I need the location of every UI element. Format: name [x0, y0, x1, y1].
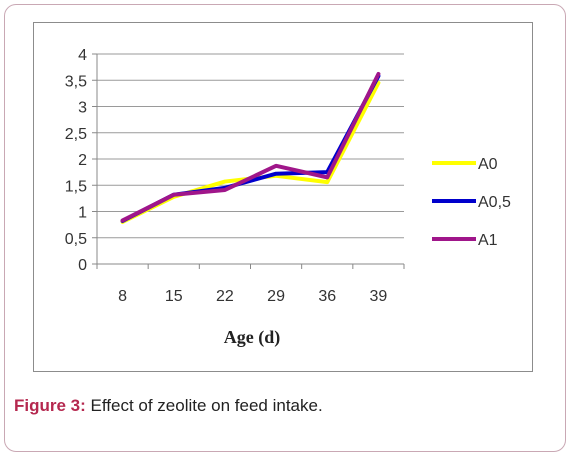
- chart-area: 0 0,5 1 1,5 2 2,5 3 3,5 4 8 15 22 29 36 39 A0 A0,5 A1 Ag…: [33, 22, 533, 372]
- x-tick-label: 22: [216, 288, 234, 305]
- legend-label: A0: [478, 156, 498, 173]
- series-line-a1: [120, 71, 381, 223]
- line-chart: 0 0,5 1 1,5 2 2,5 3 3,5 4 8 15 22 29 36 39 A0 A0,5 A1 Ag…: [65, 47, 511, 348]
- y-tick-label: 1,5: [65, 178, 87, 195]
- x-tick-label: 36: [318, 288, 336, 305]
- y-tick-label: 2,5: [65, 126, 87, 143]
- legend-label: A1: [478, 232, 498, 249]
- caption-label: Figure 3:: [14, 396, 86, 415]
- x-tick-label: 15: [165, 288, 183, 305]
- y-tick-label: 3: [78, 100, 87, 117]
- x-axis-title: Age (d): [224, 327, 281, 348]
- legend-label: A0,5: [478, 194, 511, 211]
- caption-text: Effect of zeolite on feed intake.: [85, 396, 323, 415]
- y-tick-label: 2: [78, 152, 87, 169]
- x-tick-label: 39: [370, 288, 388, 305]
- y-tick-label: 0: [78, 257, 87, 274]
- y-tick-label: 1: [78, 205, 87, 222]
- figure-caption: Figure 3: Effect of zeolite on feed inta…: [14, 396, 323, 416]
- x-tick-label: 29: [267, 288, 285, 305]
- y-tick-label: 0,5: [65, 231, 87, 248]
- y-tick-label: 3,5: [65, 73, 87, 90]
- x-tick-label: 8: [118, 288, 127, 305]
- y-tick-label: 4: [78, 47, 87, 64]
